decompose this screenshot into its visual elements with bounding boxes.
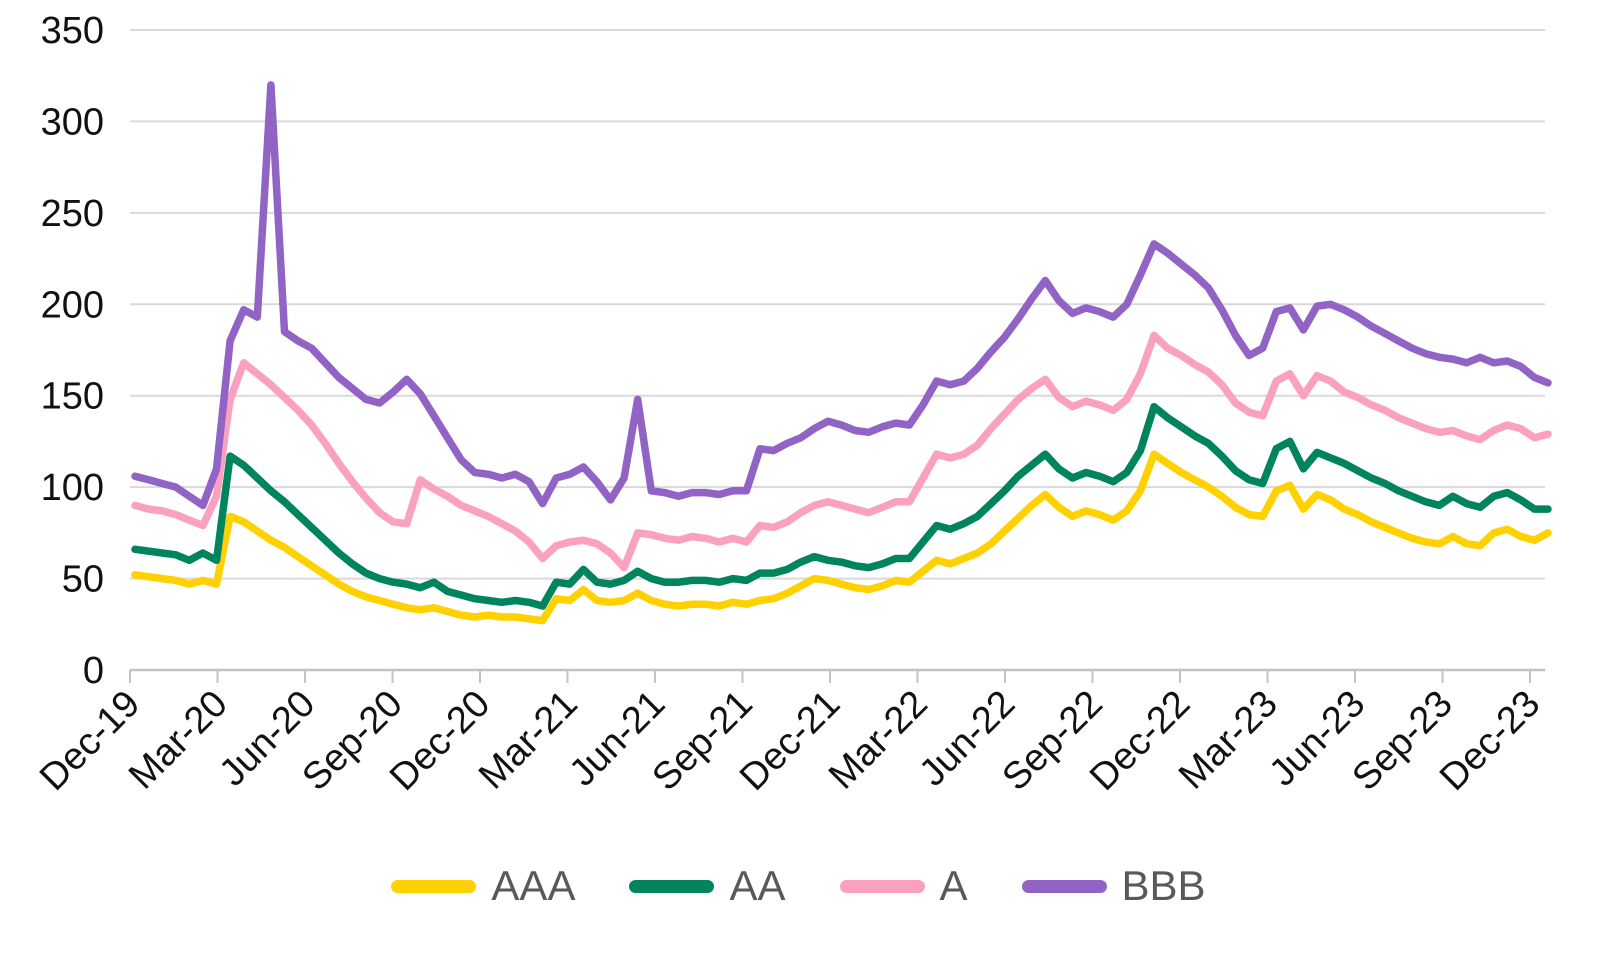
series-line-AA	[131, 402, 1552, 610]
y-axis-label: 300	[41, 101, 104, 143]
x-axis-label: Dec-19	[32, 683, 148, 799]
y-axis-label: 100	[41, 467, 104, 509]
x-axis-label: Dec-23	[1432, 683, 1548, 799]
legend-label-aa: AA	[729, 862, 786, 909]
y-axis-label: 50	[62, 559, 104, 601]
x-axis-label: Mar-22	[821, 683, 936, 798]
x-axis-label: Dec-20	[382, 683, 498, 799]
legend-item-a: A	[839, 862, 968, 909]
line-chart: 050100150200250300350Dec-19Mar-20Jun-20S…	[32, 10, 1552, 799]
legend-swatch-a	[839, 879, 925, 893]
legend-item-aa: AA	[629, 862, 786, 909]
legend-item-aaa: AAA	[391, 865, 575, 907]
series-line-BBB	[131, 81, 1552, 510]
legend-swatch-bbb	[1021, 879, 1107, 893]
legend-swatch-aa	[629, 879, 715, 893]
x-axis-label: Dec-22	[1082, 683, 1198, 799]
series-line-A	[131, 331, 1552, 572]
x-axis-label: Mar-21	[471, 683, 586, 798]
y-axis-label: 200	[41, 284, 104, 326]
y-axis-label: 250	[41, 193, 104, 235]
x-axis-label: Mar-20	[121, 683, 236, 798]
y-axis-label: 0	[83, 650, 104, 692]
series-line-AAA	[131, 450, 1552, 625]
legend-label-aaa: AAA	[491, 862, 576, 909]
legend-swatch-aaa	[391, 879, 477, 893]
y-axis-label: 150	[41, 376, 104, 418]
legend-item-bbb: BBB	[1021, 862, 1206, 909]
y-axis-label: 350	[41, 10, 104, 52]
legend-label-a: A	[939, 862, 968, 909]
legend-label-bbb: BBB	[1121, 862, 1206, 909]
chart-legend: AAA AA A BBB	[0, 839, 1597, 907]
x-axis-label: Dec-21	[732, 683, 848, 799]
x-axis-label: Mar-23	[1171, 683, 1286, 798]
